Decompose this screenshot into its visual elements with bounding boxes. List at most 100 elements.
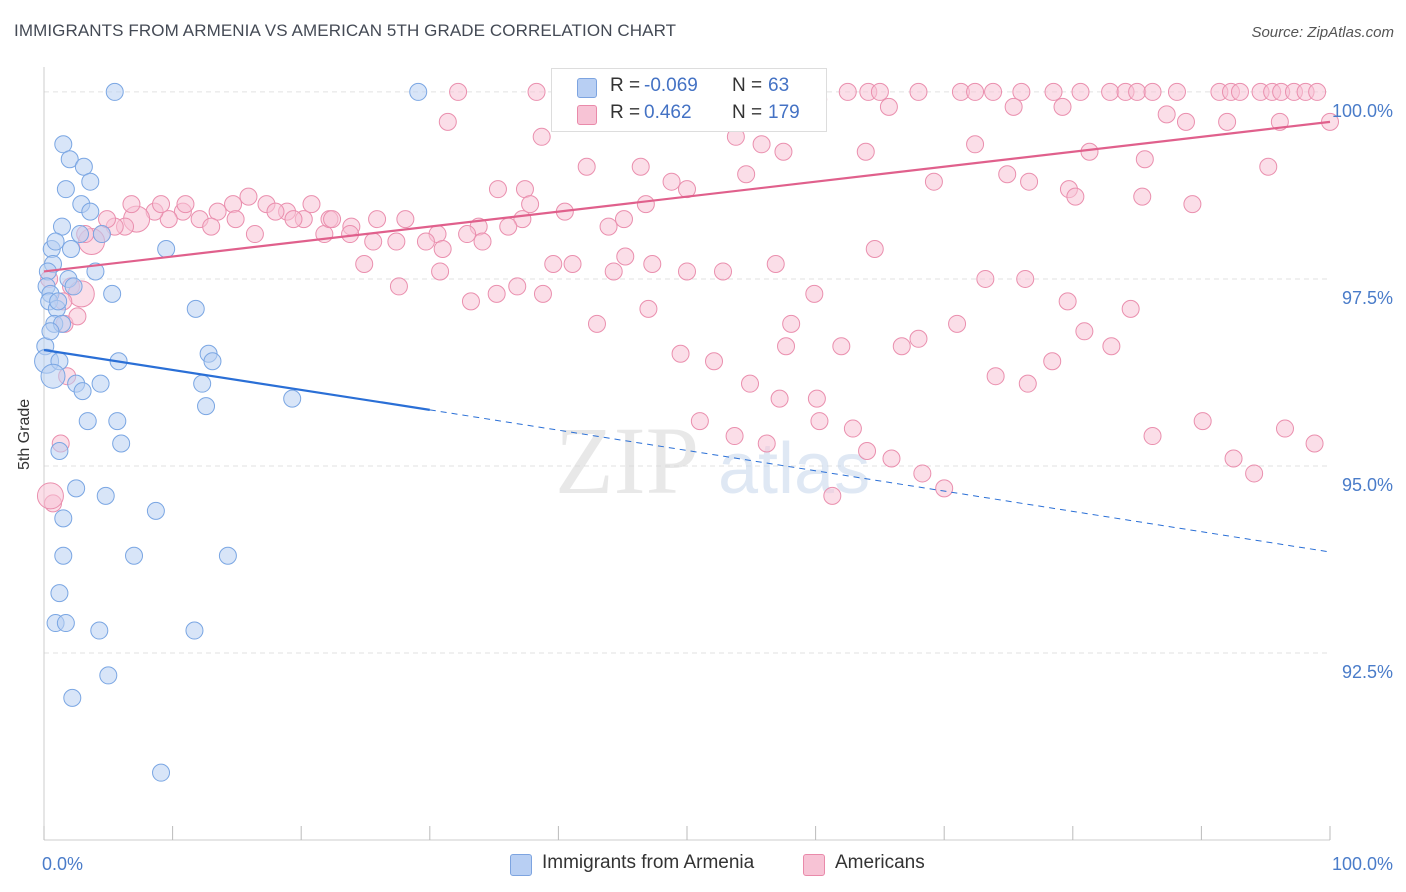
point-armenia — [73, 382, 92, 401]
point-armenia — [96, 486, 115, 505]
point-americans — [458, 225, 477, 244]
point-americans — [909, 329, 928, 348]
point-armenia — [112, 434, 131, 453]
point-americans — [98, 210, 117, 229]
point-americans — [879, 97, 898, 116]
point-americans — [1167, 82, 1186, 101]
point-americans — [532, 127, 551, 146]
legend-r-value: 0.462 — [644, 102, 692, 123]
point-americans — [770, 389, 789, 408]
point-armenia — [283, 389, 302, 408]
point-americans — [737, 165, 756, 184]
point-armenia — [203, 352, 222, 371]
point-americans — [832, 337, 851, 356]
point-americans — [678, 262, 696, 281]
point-americans — [823, 486, 842, 505]
point-americans — [438, 112, 457, 131]
point-americans — [1128, 82, 1147, 101]
point-americans — [1080, 142, 1099, 161]
point-americans — [36, 482, 64, 510]
point-armenia — [90, 621, 109, 640]
point-americans — [1143, 427, 1162, 446]
point-americans — [461, 292, 480, 311]
point-americans — [1071, 82, 1090, 101]
point-armenia — [56, 614, 75, 633]
point-americans — [757, 434, 776, 453]
point-americans — [577, 157, 596, 176]
point-americans — [1224, 449, 1243, 468]
legend-r-label: R = — [610, 75, 641, 96]
point-armenia — [108, 412, 127, 431]
point-armenia — [60, 150, 79, 169]
point-americans — [1044, 82, 1063, 101]
point-armenia — [91, 374, 110, 393]
point-armenia — [54, 135, 73, 154]
watermark-zip: ZIP — [555, 407, 699, 514]
point-americans — [1176, 112, 1195, 131]
point-americans — [843, 419, 862, 438]
point-americans — [544, 254, 563, 273]
point-americans — [714, 262, 733, 281]
point-armenia — [193, 374, 212, 393]
point-americans — [604, 262, 623, 281]
point-americans — [966, 135, 985, 154]
point-armenia — [185, 621, 204, 640]
point-americans — [1066, 187, 1085, 206]
watermark-atlas: atlas — [718, 429, 870, 509]
point-armenia — [152, 763, 171, 782]
data-points — [34, 82, 1339, 782]
point-americans — [631, 157, 650, 176]
legend-n-value: 63 — [768, 75, 790, 96]
point-americans — [1101, 82, 1120, 101]
y-tick-label: 100.0% — [1332, 101, 1393, 121]
point-americans — [1143, 82, 1162, 101]
point-americans — [488, 180, 507, 199]
stats-legend: R = -0.069 N = 63 R = 0.462 N = 179 — [551, 68, 827, 132]
point-americans — [533, 284, 552, 303]
point-armenia — [157, 240, 176, 259]
point-americans — [387, 232, 406, 251]
point-americans — [1043, 352, 1062, 371]
point-americans — [1193, 412, 1212, 431]
point-americans — [202, 217, 221, 236]
point-armenia — [56, 180, 75, 199]
point-americans — [521, 195, 540, 214]
point-americans — [976, 269, 995, 288]
point-americans — [527, 82, 546, 101]
point-americans — [741, 374, 760, 393]
point-americans — [396, 210, 415, 229]
point-americans — [614, 210, 633, 229]
point-americans — [766, 254, 785, 273]
point-americans — [1075, 322, 1094, 341]
point-armenia — [99, 666, 118, 685]
point-americans — [1308, 82, 1327, 101]
point-americans — [810, 412, 829, 431]
point-americans — [1259, 157, 1278, 176]
point-americans — [870, 82, 889, 101]
point-armenia — [64, 277, 83, 296]
point-americans — [882, 449, 901, 468]
point-armenia — [218, 546, 237, 565]
point-americans — [1135, 150, 1154, 169]
axes — [43, 67, 1331, 841]
trend-line-americans — [43, 120, 1331, 273]
point-americans — [636, 195, 655, 214]
point-americans — [807, 389, 826, 408]
point-armenia — [54, 546, 73, 565]
trend-line-armenia-extension — [429, 409, 1331, 553]
legend-swatch-armenia — [577, 78, 597, 98]
x-tick-label: 100.0% — [1332, 854, 1393, 874]
point-americans — [1230, 82, 1249, 101]
point-americans — [782, 314, 801, 333]
point-americans — [599, 217, 618, 236]
point-americans — [1004, 97, 1023, 116]
point-americans — [662, 172, 681, 191]
point-americans — [948, 314, 967, 333]
point-americans — [858, 442, 877, 460]
point-americans — [774, 142, 793, 161]
legend-n-label: N = — [732, 102, 763, 123]
point-americans — [1157, 105, 1176, 124]
point-americans — [909, 82, 928, 101]
point-americans — [690, 412, 709, 431]
